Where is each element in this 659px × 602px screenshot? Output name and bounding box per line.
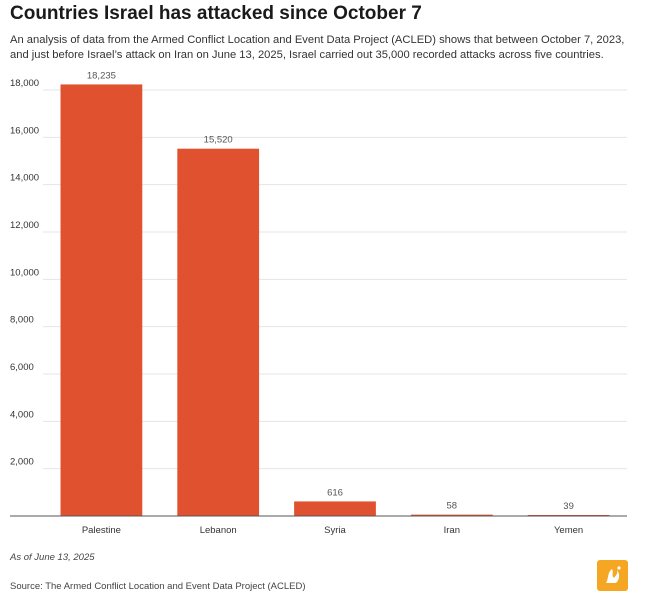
logo-dot xyxy=(617,566,621,570)
y-tick-label: 12,000 xyxy=(10,220,39,231)
data-label: 58 xyxy=(447,501,458,512)
y-tick-label: 6,000 xyxy=(10,362,34,373)
y-tick-label: 2,000 xyxy=(10,457,34,468)
y-tick-label: 18,000 xyxy=(10,78,39,89)
data-label: 39 xyxy=(563,501,574,512)
y-tick-label: 14,000 xyxy=(10,173,39,184)
x-tick-label: Palestine xyxy=(82,525,121,536)
source-note: Source: The Armed Conflict Location and … xyxy=(10,581,306,592)
logo-mark xyxy=(606,569,620,583)
x-tick-label: Lebanon xyxy=(200,525,237,536)
x-tick-label: Iran xyxy=(444,525,460,536)
chart-subtitle: An analysis of data from the Armed Confl… xyxy=(10,34,625,61)
data-label: 18,235 xyxy=(87,70,116,81)
chart-title: Countries Israel has attacked since Octo… xyxy=(10,3,422,24)
bar xyxy=(410,514,493,516)
y-tick-label: 16,000 xyxy=(10,125,39,136)
y-tick-label: 8,000 xyxy=(10,315,34,326)
x-tick-label: Yemen xyxy=(554,525,583,536)
bar xyxy=(294,501,376,516)
al-jazeera-logo-icon xyxy=(597,560,628,591)
data-label: 15,520 xyxy=(204,135,233,146)
data-label: 616 xyxy=(327,487,343,498)
bar xyxy=(177,148,260,516)
y-tick-label: 4,000 xyxy=(10,409,34,420)
y-tick-label: 10,000 xyxy=(10,267,39,278)
date-note: As of June 13, 2025 xyxy=(10,552,95,563)
bar-chart: 2,000 4,000 6,000 8,000 10,000 12,000 14,000 16… xyxy=(10,70,627,536)
bar xyxy=(60,84,143,517)
x-tick-label: Syria xyxy=(324,525,346,536)
